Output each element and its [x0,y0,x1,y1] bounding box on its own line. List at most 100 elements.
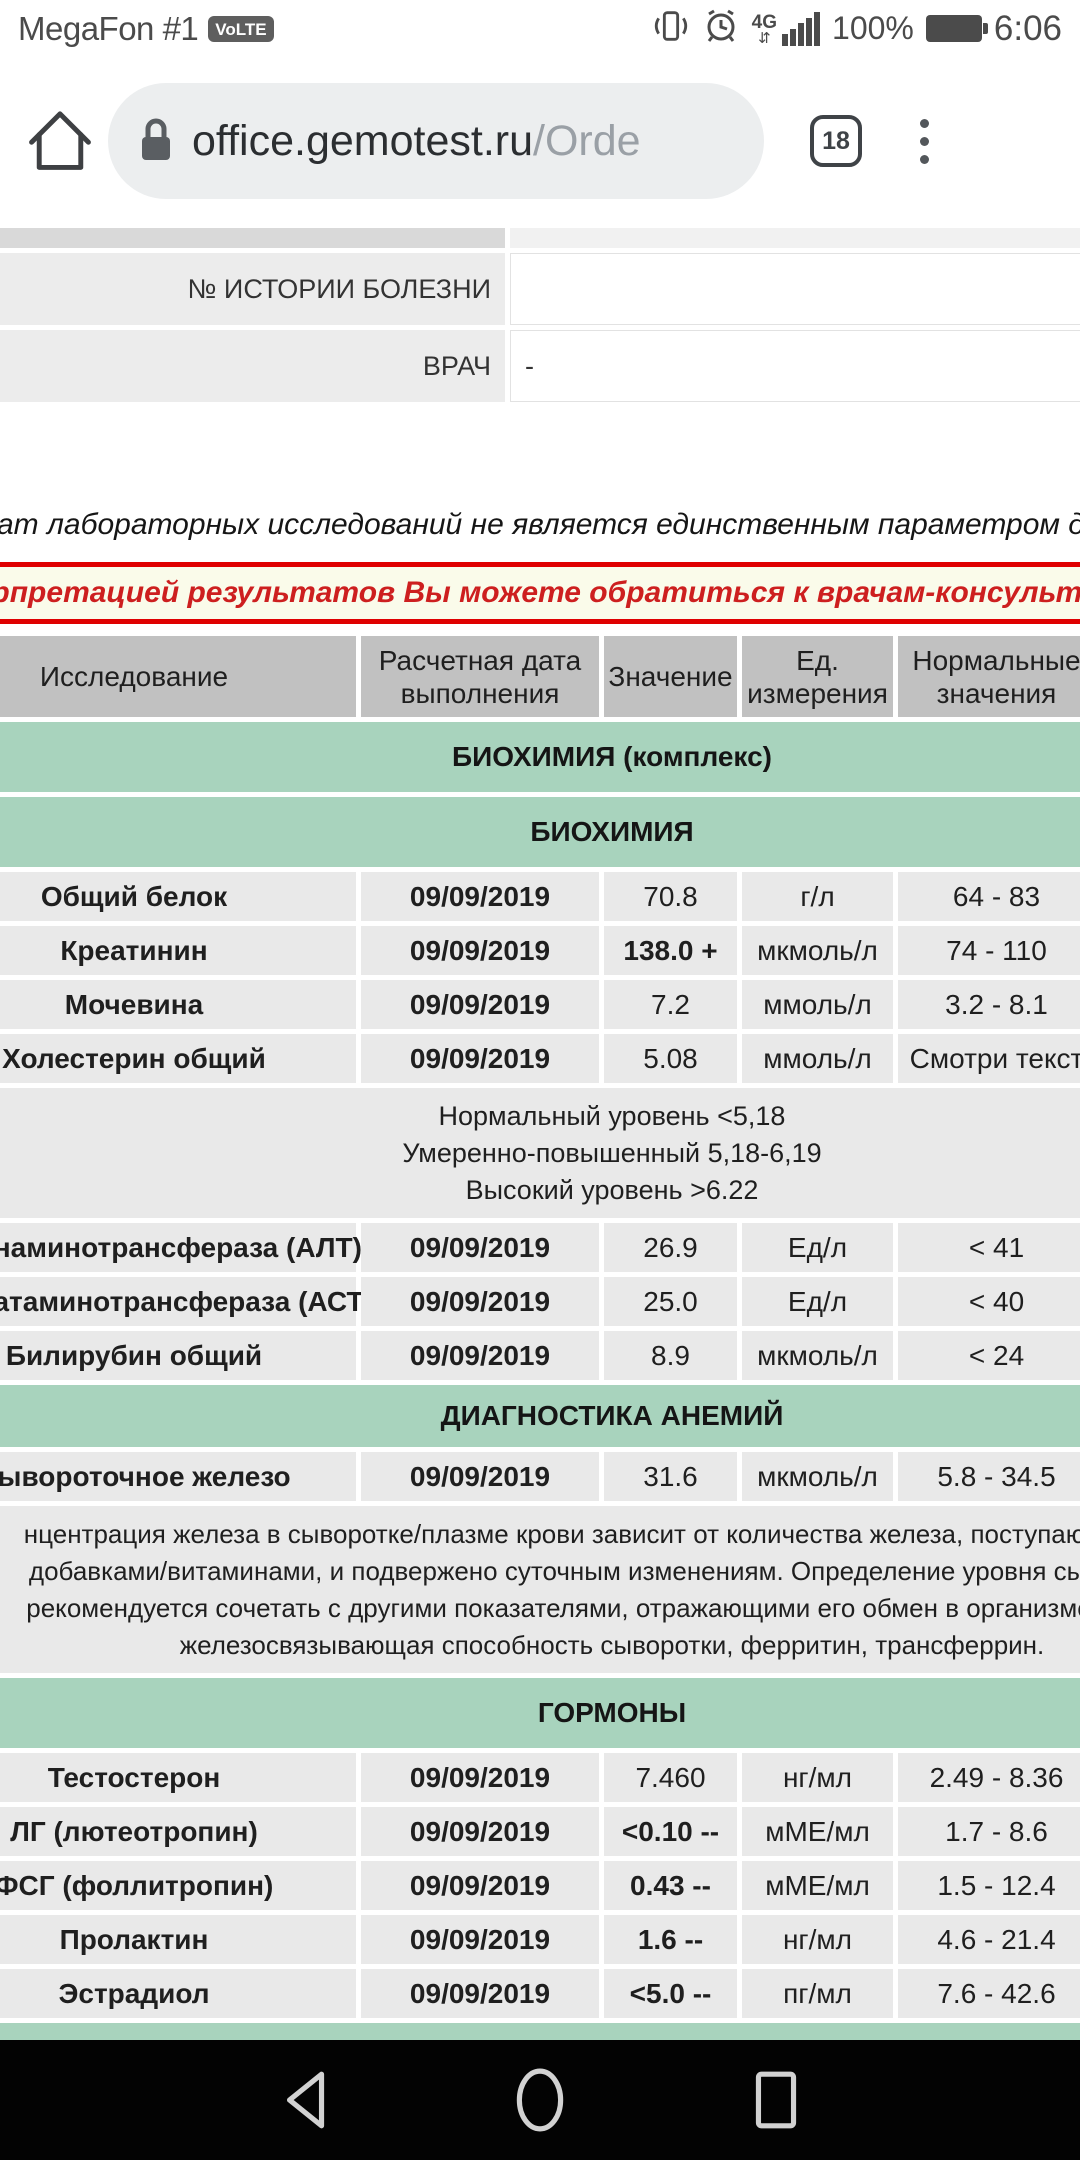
result-date: 09/09/2019 [361,1969,599,2018]
result-value: <5.0 -- [604,1969,737,2018]
cholesterol-note: Нормальный уровень <5,18 Умеренно-повыше… [0,1088,1080,1218]
home-button[interactable] [24,104,96,179]
nav-recents-button[interactable] [751,2067,801,2133]
table-row: Тестостерон 09/09/2019 7.460 нг/мл 2.49 … [0,1753,1080,1802]
section-header: ДИАГНОСТИКА АНЕМИЙ [0,1385,1080,1447]
analyte-name: Общий белок [0,872,356,921]
result-units: мкмоль/л [742,926,893,975]
result-date: 09/09/2019 [361,980,599,1029]
browser-toolbar: office.gemotest.ru/Orde 18 [0,57,1080,225]
result-units: мМЕ/мл [742,1861,893,1910]
result-value: 0.43 -- [604,1861,737,1910]
section-header: ГОРМОНЫ [0,1678,1080,1748]
lock-icon [138,115,174,168]
table-row: Аспартатаминотрансфераза (АСТ) 09/09/201… [0,1277,1080,1326]
table-header-row: Исследование Расчетная дата выполнения З… [0,636,1080,717]
nav-home-button[interactable] [515,2067,565,2133]
result-date: 09/09/2019 [361,1861,599,1910]
result-range: < 41 [898,1223,1080,1272]
result-units: г/л [742,872,893,921]
result-units: нг/мл [742,1753,893,1802]
result-range: 4.6 - 21.4 [898,1915,1080,1964]
section-header: БИОХИМИЯ [0,797,1080,867]
info-table-stub [0,228,505,248]
vibrate-icon [652,7,690,50]
analyte-name: Холестерин общий [0,1034,356,1083]
result-date: 09/09/2019 [361,1452,599,1501]
result-range: 64 - 83 [898,872,1080,921]
result-units: Ед/л [742,1277,893,1326]
url-bar[interactable]: office.gemotest.ru/Orde [108,83,764,199]
result-value: 25.0 [604,1277,737,1326]
browser-menu-button[interactable] [914,113,935,170]
analyte-name: Пролактин [0,1915,356,1964]
result-value: 5.08 [604,1034,737,1083]
battery-icon [925,15,988,42]
clock-label: 6:06 [993,8,1062,48]
url-text: office.gemotest.ru/Orde [192,116,641,165]
column-header: Нормальные значения [898,636,1080,717]
result-date: 09/09/2019 [361,872,599,921]
result-range: < 40 [898,1277,1080,1326]
info-row-value: - [510,330,1080,402]
status-bar: MegaFon #1 VoLTE [0,0,1080,57]
analyte-name: Эстрадиол [0,1969,356,2018]
table-row: Креатинин 09/09/2019 138.0 + мкмоль/л 74… [0,926,1080,975]
result-units: ммоль/л [742,980,893,1029]
table-row: Сывороточное железо 09/09/2019 31.6 мкмо… [0,1452,1080,1501]
table-row: ФСГ (фоллитропин) 09/09/2019 0.43 -- мМЕ… [0,1861,1080,1910]
battery-percent-label: 100% [832,10,914,46]
analyte-name: Тестостерон [0,1753,356,1802]
analyte-name: Аланинаминотрансфераза (АЛТ) [0,1223,362,1272]
iron-note: нцентрация железа в сыворотке/плазме кро… [0,1506,1080,1673]
table-row: Холестерин общий 09/09/2019 5.08 ммоль/л… [0,1034,1080,1083]
alarm-icon [702,7,740,50]
table-row: Пролактин 09/09/2019 1.6 -- нг/мл 4.6 - … [0,1915,1080,1964]
result-range: 1.5 - 12.4 [898,1861,1080,1910]
back-triangle-icon [286,2071,325,2129]
result-units: мкмоль/л [742,1331,893,1380]
info-row-value [510,253,1080,325]
tab-switcher-button[interactable]: 18 [810,115,862,167]
result-value: <0.10 -- [604,1807,737,1856]
recents-square-icon [755,2071,797,2129]
analyte-name: ФСГ (фоллитропин) [0,1861,356,1910]
home-circle-icon [516,2068,564,2132]
home-icon [25,104,95,179]
table-row: Эстрадиол 09/09/2019 <5.0 -- пг/мл 7.6 -… [0,1969,1080,2018]
result-units: мМЕ/мл [742,1807,893,1856]
analyte-name: Креатинин [0,926,356,975]
table-row: ЛГ (лютеотропин) 09/09/2019 <0.10 -- мМЕ… [0,1807,1080,1856]
result-units: нг/мл [742,1915,893,1964]
result-date: 09/09/2019 [361,1753,599,1802]
results-table: Исследование Расчетная дата выполнения З… [0,636,1080,2018]
analyte-name: Сывороточное железо [0,1452,356,1501]
result-date: 09/09/2019 [361,1223,599,1272]
result-range: 1.7 - 8.6 [898,1807,1080,1856]
result-date: 09/09/2019 [361,1331,599,1380]
result-range: 74 - 110 [898,926,1080,975]
result-range: < 24 [898,1331,1080,1380]
tab-count: 18 [822,126,850,155]
result-value: 7.460 [604,1753,737,1802]
patient-info-table: № ИСТОРИИ БОЛЕЗНИ ВРАЧ - [0,228,1080,402]
result-value: 138.0 + [604,926,737,975]
table-row: Общий белок 09/09/2019 70.8 г/л 64 - 83 [0,872,1080,921]
info-row-label: ВРАЧ [0,330,505,402]
web-page-content: № ИСТОРИИ БОЛЕЗНИ ВРАЧ - зультат лаборат… [0,225,1080,2053]
result-value: 8.9 [604,1331,737,1380]
analyte-name: ЛГ (лютеотропин) [0,1807,356,1856]
nav-back-button[interactable] [279,2067,329,2133]
result-value: 7.2 [604,980,737,1029]
result-value: 26.9 [604,1223,737,1272]
table-row: Мочевина 09/09/2019 7.2 ммоль/л 3.2 - 8.… [0,980,1080,1029]
alert-banner: интерпретацией результатов Вы можете обр… [0,562,1080,624]
result-range: 7.6 - 42.6 [898,1969,1080,2018]
result-units: ммоль/л [742,1034,893,1083]
column-header: Ед. измерения [742,636,893,717]
result-date: 09/09/2019 [361,1915,599,1964]
info-row-label: № ИСТОРИИ БОЛЕЗНИ [0,253,505,325]
result-date: 09/09/2019 [361,1807,599,1856]
result-units: мкмоль/л [742,1452,893,1501]
android-nav-bar [0,2040,1080,2160]
